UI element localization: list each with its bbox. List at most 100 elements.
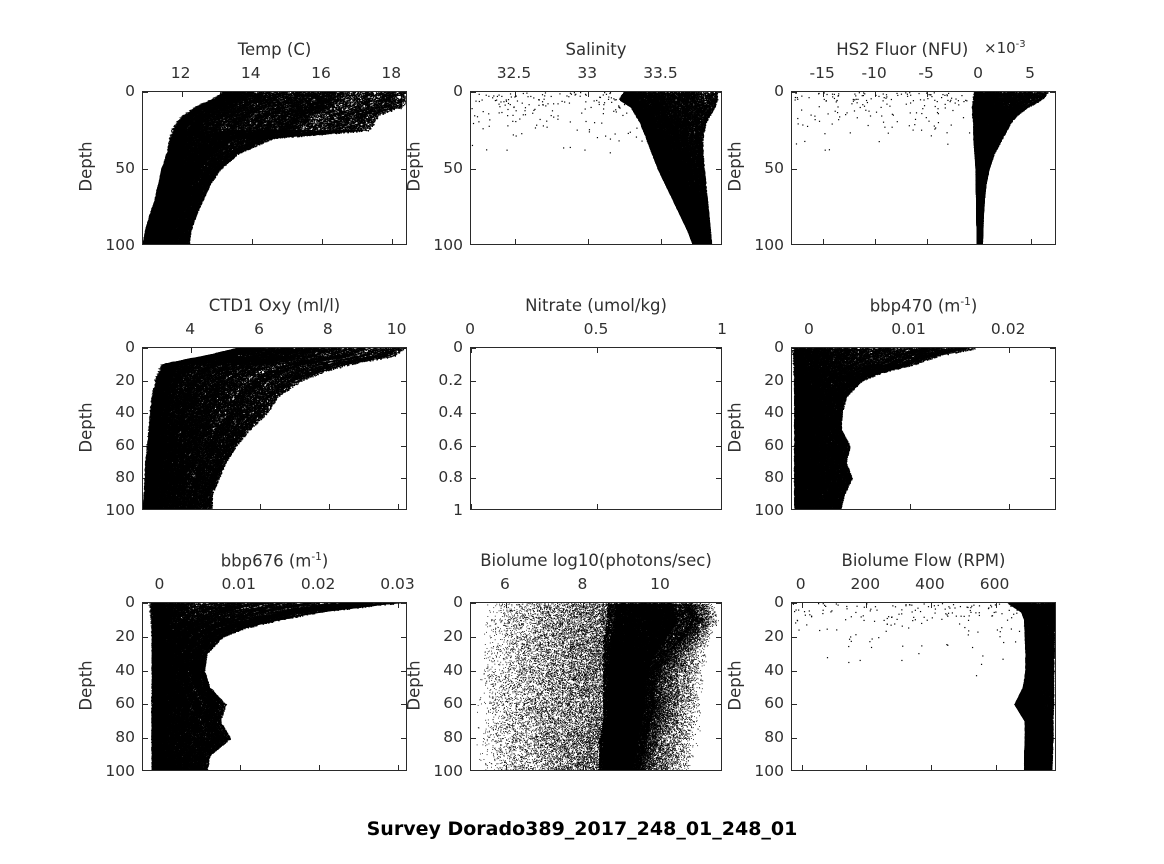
axes-hs2fluor — [791, 91, 1056, 245]
y-tick-label: 0 — [453, 338, 463, 356]
panel-biolumeflow: Biolume Flow (RPM) 0 200 400 600 0 20 40 60 80 100… — [726, 551, 1056, 780]
data-layer-bbp470 — [792, 348, 1055, 509]
x-tick-label: 33 — [577, 64, 598, 82]
x-tick-label: -15 — [809, 64, 835, 82]
y-axis-label: Depth — [725, 401, 745, 453]
panel-bbp470: bbp470 (m-1) 0 0.01 0.02 0 20 40 60 80 100 Depth — [726, 296, 1056, 519]
axes-salinity — [470, 91, 722, 245]
x-tick-label: 8 — [577, 575, 588, 593]
y-axis-label: Depth — [725, 141, 745, 192]
axes-ctd1oxy — [142, 347, 407, 510]
y-tick-label: 60 — [115, 694, 135, 713]
x-tick-label: 10 — [386, 320, 407, 338]
y-tick-label: 1 — [453, 501, 463, 519]
x-tick-label: 10 — [650, 575, 670, 593]
data-layer-temp — [143, 92, 406, 244]
y-tick-label: 0 — [453, 82, 463, 100]
data-layer-biolume — [471, 603, 721, 770]
y-tick-label: 100 — [105, 762, 135, 780]
y-tick-label: 100 — [105, 501, 135, 519]
y-tick-label: 20 — [764, 370, 784, 389]
y-tick-label: 0.8 — [438, 468, 463, 487]
axes-bbp676 — [142, 602, 407, 771]
x-tick-label: -10 — [861, 64, 887, 82]
y-tick-label: 100 — [433, 236, 463, 254]
y-tick-label: 20 — [764, 626, 784, 645]
panel-biolume: Biolume log10(photons/sec) 6 8 10 0 20 40 60 80 1… — [405, 551, 722, 780]
axes-temp — [142, 91, 407, 245]
x-tick-label: 0.03 — [380, 575, 415, 593]
x-tick-label: 5 — [1025, 64, 1035, 82]
y-tick-label: 60 — [115, 435, 135, 454]
y-tick-label: 100 — [433, 762, 463, 780]
data-layer-hs2fluor — [792, 92, 1055, 244]
x-tick-label: 32.5 — [496, 64, 532, 82]
data-layer-salinity — [471, 92, 721, 244]
axes-biolume — [470, 602, 722, 771]
y-tick-label: 0 — [774, 593, 784, 611]
x-tick-label: 6 — [499, 575, 510, 593]
x-tick-label: 0.01 — [221, 575, 257, 593]
x-tick-label: 0.02 — [990, 320, 1026, 338]
panel-title-nitrate: Nitrate (umol/kg) — [525, 296, 667, 315]
x-tick-label: 0 — [465, 320, 475, 338]
y-tick-label: 40 — [115, 403, 135, 422]
x-tick-label: 0.5 — [583, 320, 609, 338]
y-tick-label: 20 — [115, 626, 135, 645]
data-layer-ctd1oxy — [143, 348, 406, 509]
y-tick-label: 40 — [443, 660, 463, 679]
y-tick-label: 50 — [764, 159, 784, 177]
x-tick-label: 33.5 — [643, 64, 678, 82]
y-tick-label: 0 — [125, 593, 135, 611]
y-tick-label: 40 — [764, 403, 784, 422]
y-tick-label: 80 — [115, 728, 135, 747]
y-tick-label: 80 — [764, 468, 784, 487]
x-tick-label: 8 — [322, 320, 333, 338]
x-tick-label: 0 — [973, 64, 983, 82]
x-tick-label: 4 — [185, 320, 196, 338]
y-tick-label: 0 — [774, 338, 784, 356]
panel-temp: Temp (C) 12 14 16 18 0 50 100 Depth — [77, 40, 407, 254]
y-tick-label: 20 — [115, 370, 135, 389]
x-tick-label: 0.02 — [300, 575, 336, 593]
panel-ctd1oxy: CTD1 Oxy (ml/l) 4 6 8 10 0 20 40 60 80 100 Depth — [77, 296, 407, 519]
x-tick-label: 0.01 — [891, 320, 926, 338]
y-tick-label: 50 — [443, 159, 463, 177]
x-tick-label: 1 — [717, 320, 727, 338]
axes-bbp470 — [791, 347, 1056, 510]
panel-title-bbp676: bbp676 (m-1) — [220, 551, 329, 571]
x-tick-label: 18 — [381, 64, 402, 82]
y-tick-label: 60 — [443, 694, 463, 713]
y-tick-label: 0.6 — [438, 435, 463, 454]
x-tick-label: 0 — [803, 320, 814, 338]
panel-nitrate: Nitrate (umol/kg) 0 0.5 1 0 0.2 0.4 0.6 0.8 1 — [438, 296, 727, 519]
data-layer-biolumeflow — [792, 603, 1055, 770]
y-tick-label: 100 — [754, 762, 784, 780]
panel-salinity: Salinity 32.5 33 33.5 0 50 100 Depth — [405, 40, 722, 254]
x-tick-label: -5 — [918, 64, 934, 82]
panel-title-temp: Temp (C) — [237, 40, 312, 59]
y-axis-label: Depth — [76, 401, 96, 453]
y-axis-label: Depth — [725, 659, 745, 711]
panel-bbp676: bbp676 (m-1) 0 0.01 0.02 0.03 0 20 40 60 80 100 Dep… — [77, 551, 415, 780]
y-tick-label: 40 — [764, 660, 784, 679]
y-tick-label: 80 — [443, 728, 463, 747]
y-tick-label: 0 — [125, 82, 135, 100]
y-axis-label: Depth — [404, 659, 424, 711]
x-tick-label: 0 — [154, 575, 165, 593]
panel-title-bbp470: bbp470 (m-1) — [869, 296, 978, 316]
y-tick-label: 80 — [764, 728, 784, 747]
axis-multiplier-hs2fluor: ×10-3 — [984, 39, 1026, 57]
panel-title-ctd1oxy: CTD1 Oxy (ml/l) — [208, 296, 341, 315]
x-tick-label: 16 — [311, 64, 331, 82]
x-tick-label: 14 — [240, 64, 261, 82]
y-tick-label: 0.2 — [438, 370, 463, 389]
y-tick-label: 100 — [754, 236, 784, 254]
y-axis-label: Depth — [404, 141, 424, 192]
x-tick-label: 6 — [254, 320, 264, 338]
y-tick-label: 60 — [764, 435, 784, 454]
data-layer-bbp676 — [143, 603, 406, 770]
x-tick-label: 400 — [915, 575, 945, 593]
axes-nitrate — [470, 347, 722, 510]
